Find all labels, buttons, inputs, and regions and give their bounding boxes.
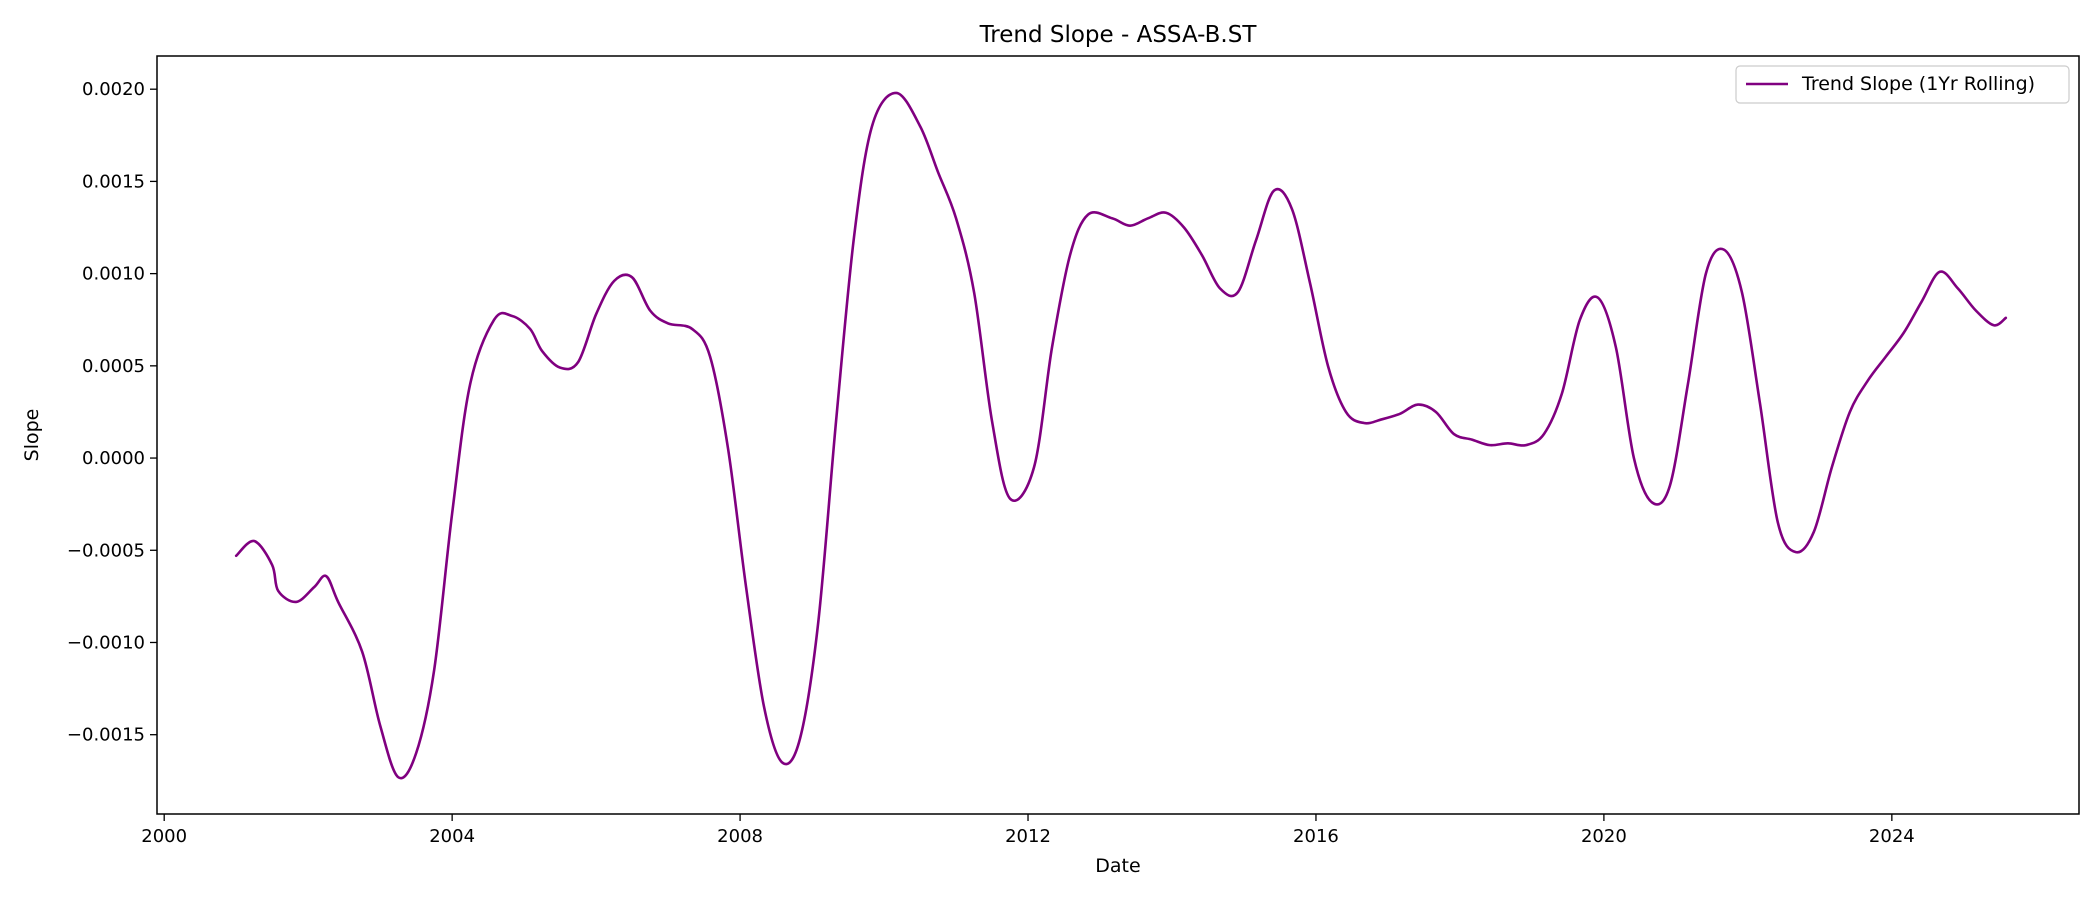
x-axis-title: Date [1095,855,1140,877]
y-tick-label: −0.0015 [67,725,145,746]
x-tick-label: 2020 [1581,826,1627,847]
legend-box [1735,65,2070,104]
x-tick-label: 2008 [717,826,763,847]
y-axis: 0.0020 0.0015 0.0010 0.0005 0.0000 −0.0005 −0.… [67,79,157,746]
series-layer [234,91,2008,780]
legend: Trend Slope (1Yr Rolling) [1735,65,2070,104]
series-line-trend-slope [234,91,2008,780]
y-tick-label: 0.0020 [82,79,145,100]
x-tick-label: 2012 [1005,826,1051,847]
plot-frame [156,55,2080,815]
x-tick-label: 2000 [141,826,187,847]
plot-area [156,55,2080,815]
legend-label: Trend Slope (1Yr Rolling) [1801,73,2035,95]
y-tick-label: −0.0010 [67,632,145,653]
y-tick-label: 0.0000 [82,448,145,469]
y-tick-label: 0.0015 [82,171,145,192]
x-tick-label: 2016 [1293,826,1339,847]
plot-background [157,56,2079,814]
y-axis-title: Slope [21,409,43,462]
y-tick-label: 0.0005 [82,356,145,377]
x-axis: 2000 2004 2008 2012 2016 2020 2024 [141,814,1915,847]
x-tick-label: 2024 [1869,826,1915,847]
x-tick-label: 2004 [429,826,475,847]
chart-title: Trend Slope - ASSA-B.ST [979,22,1258,48]
y-tick-label: 0.0010 [82,264,145,285]
y-tick-label: −0.0005 [67,540,145,561]
